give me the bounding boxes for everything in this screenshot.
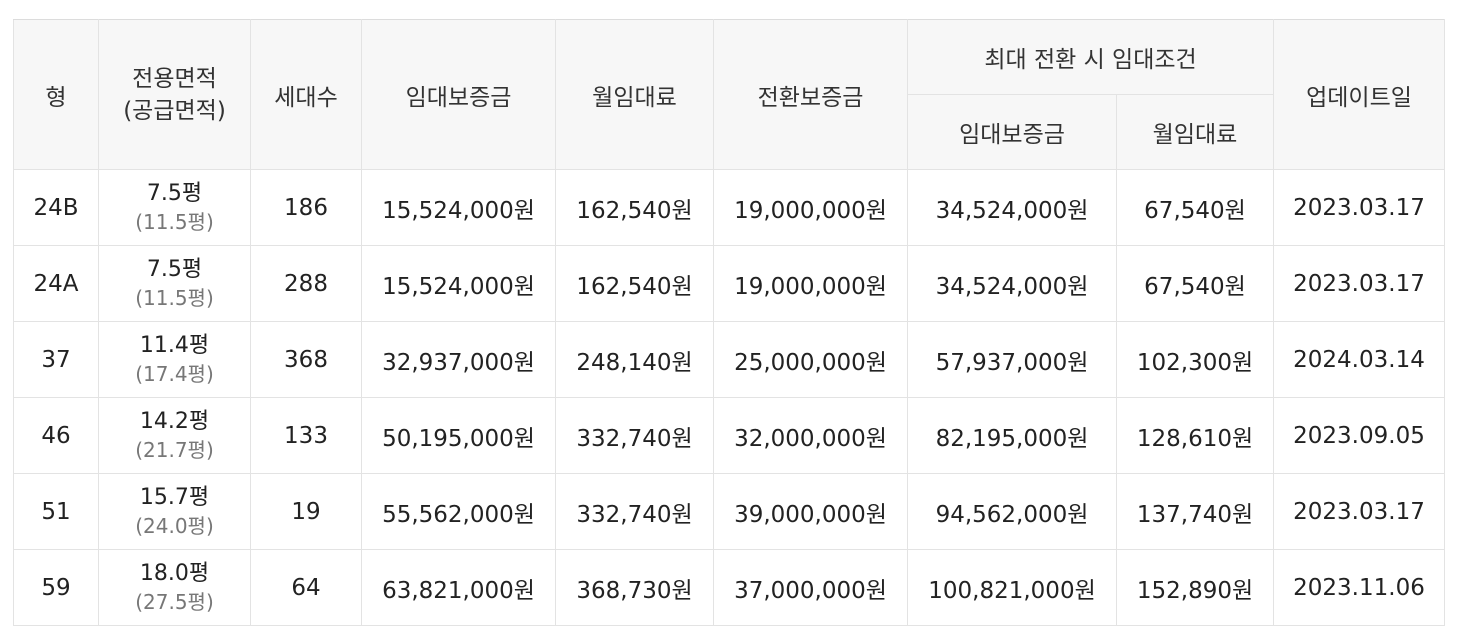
cell-area-exclusive: 7.5평 xyxy=(146,180,203,206)
cell-households: 64 xyxy=(250,549,362,626)
header-max-monthly: 월임대료 xyxy=(1116,94,1274,170)
cell-max-monthly: 128,610원 xyxy=(1116,397,1274,474)
cell-max-monthly: 102,300원 xyxy=(1116,321,1274,398)
cell-households: 288 xyxy=(250,245,362,322)
cell-deposit: 63,821,000원 xyxy=(361,549,556,626)
cell-area: 7.5평 (11.5평) xyxy=(98,169,251,246)
cell-area-supply: (11.5평) xyxy=(135,209,214,234)
cell-area: 18.0평 (27.5평) xyxy=(98,549,251,626)
cell-max-deposit: 100,821,000원 xyxy=(907,549,1117,626)
table-row: 24B 7.5평 (11.5평) 186 15,524,000원 162,540… xyxy=(13,169,1445,246)
cell-households: 186 xyxy=(250,169,362,246)
cell-conversion: 25,000,000원 xyxy=(713,321,908,398)
header-max-deposit: 임대보증금 xyxy=(907,94,1117,170)
cell-area: 11.4평 (17.4평) xyxy=(98,321,251,398)
table-subheader-row: 임대보증금 월임대료 xyxy=(14,94,1445,170)
cell-monthly: 162,540원 xyxy=(555,169,714,246)
cell-max-deposit: 57,937,000원 xyxy=(907,321,1117,398)
cell-deposit: 15,524,000원 xyxy=(361,245,556,322)
cell-area-exclusive: 15.7평 xyxy=(139,484,210,510)
cell-max-deposit: 82,195,000원 xyxy=(907,397,1117,474)
cell-type: 24A xyxy=(13,245,99,322)
table-row: 24A 7.5평 (11.5평) 288 15,524,000원 162,540… xyxy=(13,245,1445,322)
table-row: 59 18.0평 (27.5평) 64 63,821,000원 368,730원… xyxy=(13,549,1445,626)
cell-households: 368 xyxy=(250,321,362,398)
cell-area-exclusive: 18.0평 xyxy=(139,560,210,586)
cell-max-monthly: 67,540원 xyxy=(1116,169,1274,246)
cell-monthly: 332,740원 xyxy=(555,397,714,474)
cell-conversion: 39,000,000원 xyxy=(713,473,908,550)
rent-table-container: 형 전용면적 (공급면적) 세대수 임대보증금 월임대료 전환보증금 최대 전환… xyxy=(13,19,1445,626)
header-updated: 업데이트일 xyxy=(1273,19,1445,170)
cell-deposit: 15,524,000원 xyxy=(361,169,556,246)
cell-updated: 2023.11.06 xyxy=(1273,549,1445,626)
cell-monthly: 162,540원 xyxy=(555,245,714,322)
header-type: 형 xyxy=(13,19,99,170)
cell-type: 51 xyxy=(13,473,99,550)
cell-deposit: 50,195,000원 xyxy=(361,397,556,474)
cell-type: 46 xyxy=(13,397,99,474)
header-area-line1: 전용면적 xyxy=(132,65,217,92)
cell-max-deposit: 94,562,000원 xyxy=(907,473,1117,550)
cell-type: 59 xyxy=(13,549,99,626)
cell-updated: 2023.03.17 xyxy=(1273,169,1445,246)
cell-deposit: 32,937,000원 xyxy=(361,321,556,398)
cell-updated: 2023.09.05 xyxy=(1273,397,1445,474)
table-row: 37 11.4평 (17.4평) 368 32,937,000원 248,140… xyxy=(13,321,1445,398)
table-row: 46 14.2평 (21.7평) 133 50,195,000원 332,740… xyxy=(13,397,1445,474)
header-max-conversion: 최대 전환 시 임대조건 xyxy=(907,19,1274,95)
cell-max-deposit: 34,524,000원 xyxy=(907,245,1117,322)
cell-monthly: 248,140원 xyxy=(555,321,714,398)
header-households: 세대수 xyxy=(250,19,362,170)
cell-area-supply: (27.5평) xyxy=(135,589,214,614)
table-header-row: 형 전용면적 (공급면적) 세대수 임대보증금 월임대료 전환보증금 최대 전환… xyxy=(13,19,1445,170)
cell-deposit: 55,562,000원 xyxy=(361,473,556,550)
header-area-line2: (공급면적) xyxy=(123,97,226,124)
cell-type: 24B xyxy=(13,169,99,246)
cell-households: 133 xyxy=(250,397,362,474)
cell-area-supply: (11.5평) xyxy=(135,285,214,310)
cell-monthly: 368,730원 xyxy=(555,549,714,626)
cell-type: 37 xyxy=(13,321,99,398)
table-row: 51 15.7평 (24.0평) 19 55,562,000원 332,740원… xyxy=(13,473,1445,550)
cell-area-exclusive: 7.5평 xyxy=(146,256,203,282)
cell-max-monthly: 67,540원 xyxy=(1116,245,1274,322)
cell-conversion: 19,000,000원 xyxy=(713,169,908,246)
cell-conversion: 32,000,000원 xyxy=(713,397,908,474)
cell-max-deposit: 34,524,000원 xyxy=(907,169,1117,246)
header-deposit: 임대보증금 xyxy=(361,19,556,170)
cell-households: 19 xyxy=(250,473,362,550)
cell-area: 7.5평 (11.5평) xyxy=(98,245,251,322)
cell-conversion: 37,000,000원 xyxy=(713,549,908,626)
cell-area-exclusive: 11.4평 xyxy=(139,332,210,358)
cell-updated: 2023.03.17 xyxy=(1273,473,1445,550)
rent-conditions-table: 형 전용면적 (공급면적) 세대수 임대보증금 월임대료 전환보증금 최대 전환… xyxy=(13,19,1445,626)
cell-max-monthly: 137,740원 xyxy=(1116,473,1274,550)
cell-conversion: 19,000,000원 xyxy=(713,245,908,322)
cell-monthly: 332,740원 xyxy=(555,473,714,550)
cell-updated: 2023.03.17 xyxy=(1273,245,1445,322)
header-conversion-deposit: 전환보증금 xyxy=(713,19,908,170)
cell-area: 15.7평 (24.0평) xyxy=(98,473,251,550)
cell-max-monthly: 152,890원 xyxy=(1116,549,1274,626)
header-monthly: 월임대료 xyxy=(555,19,714,170)
cell-area-supply: (24.0평) xyxy=(135,513,214,538)
cell-area-exclusive: 14.2평 xyxy=(139,408,210,434)
header-area: 전용면적 (공급면적) xyxy=(98,19,251,170)
cell-updated: 2024.03.14 xyxy=(1273,321,1445,398)
cell-area: 14.2평 (21.7평) xyxy=(98,397,251,474)
cell-area-supply: (21.7평) xyxy=(135,437,214,462)
cell-area-supply: (17.4평) xyxy=(135,361,214,386)
